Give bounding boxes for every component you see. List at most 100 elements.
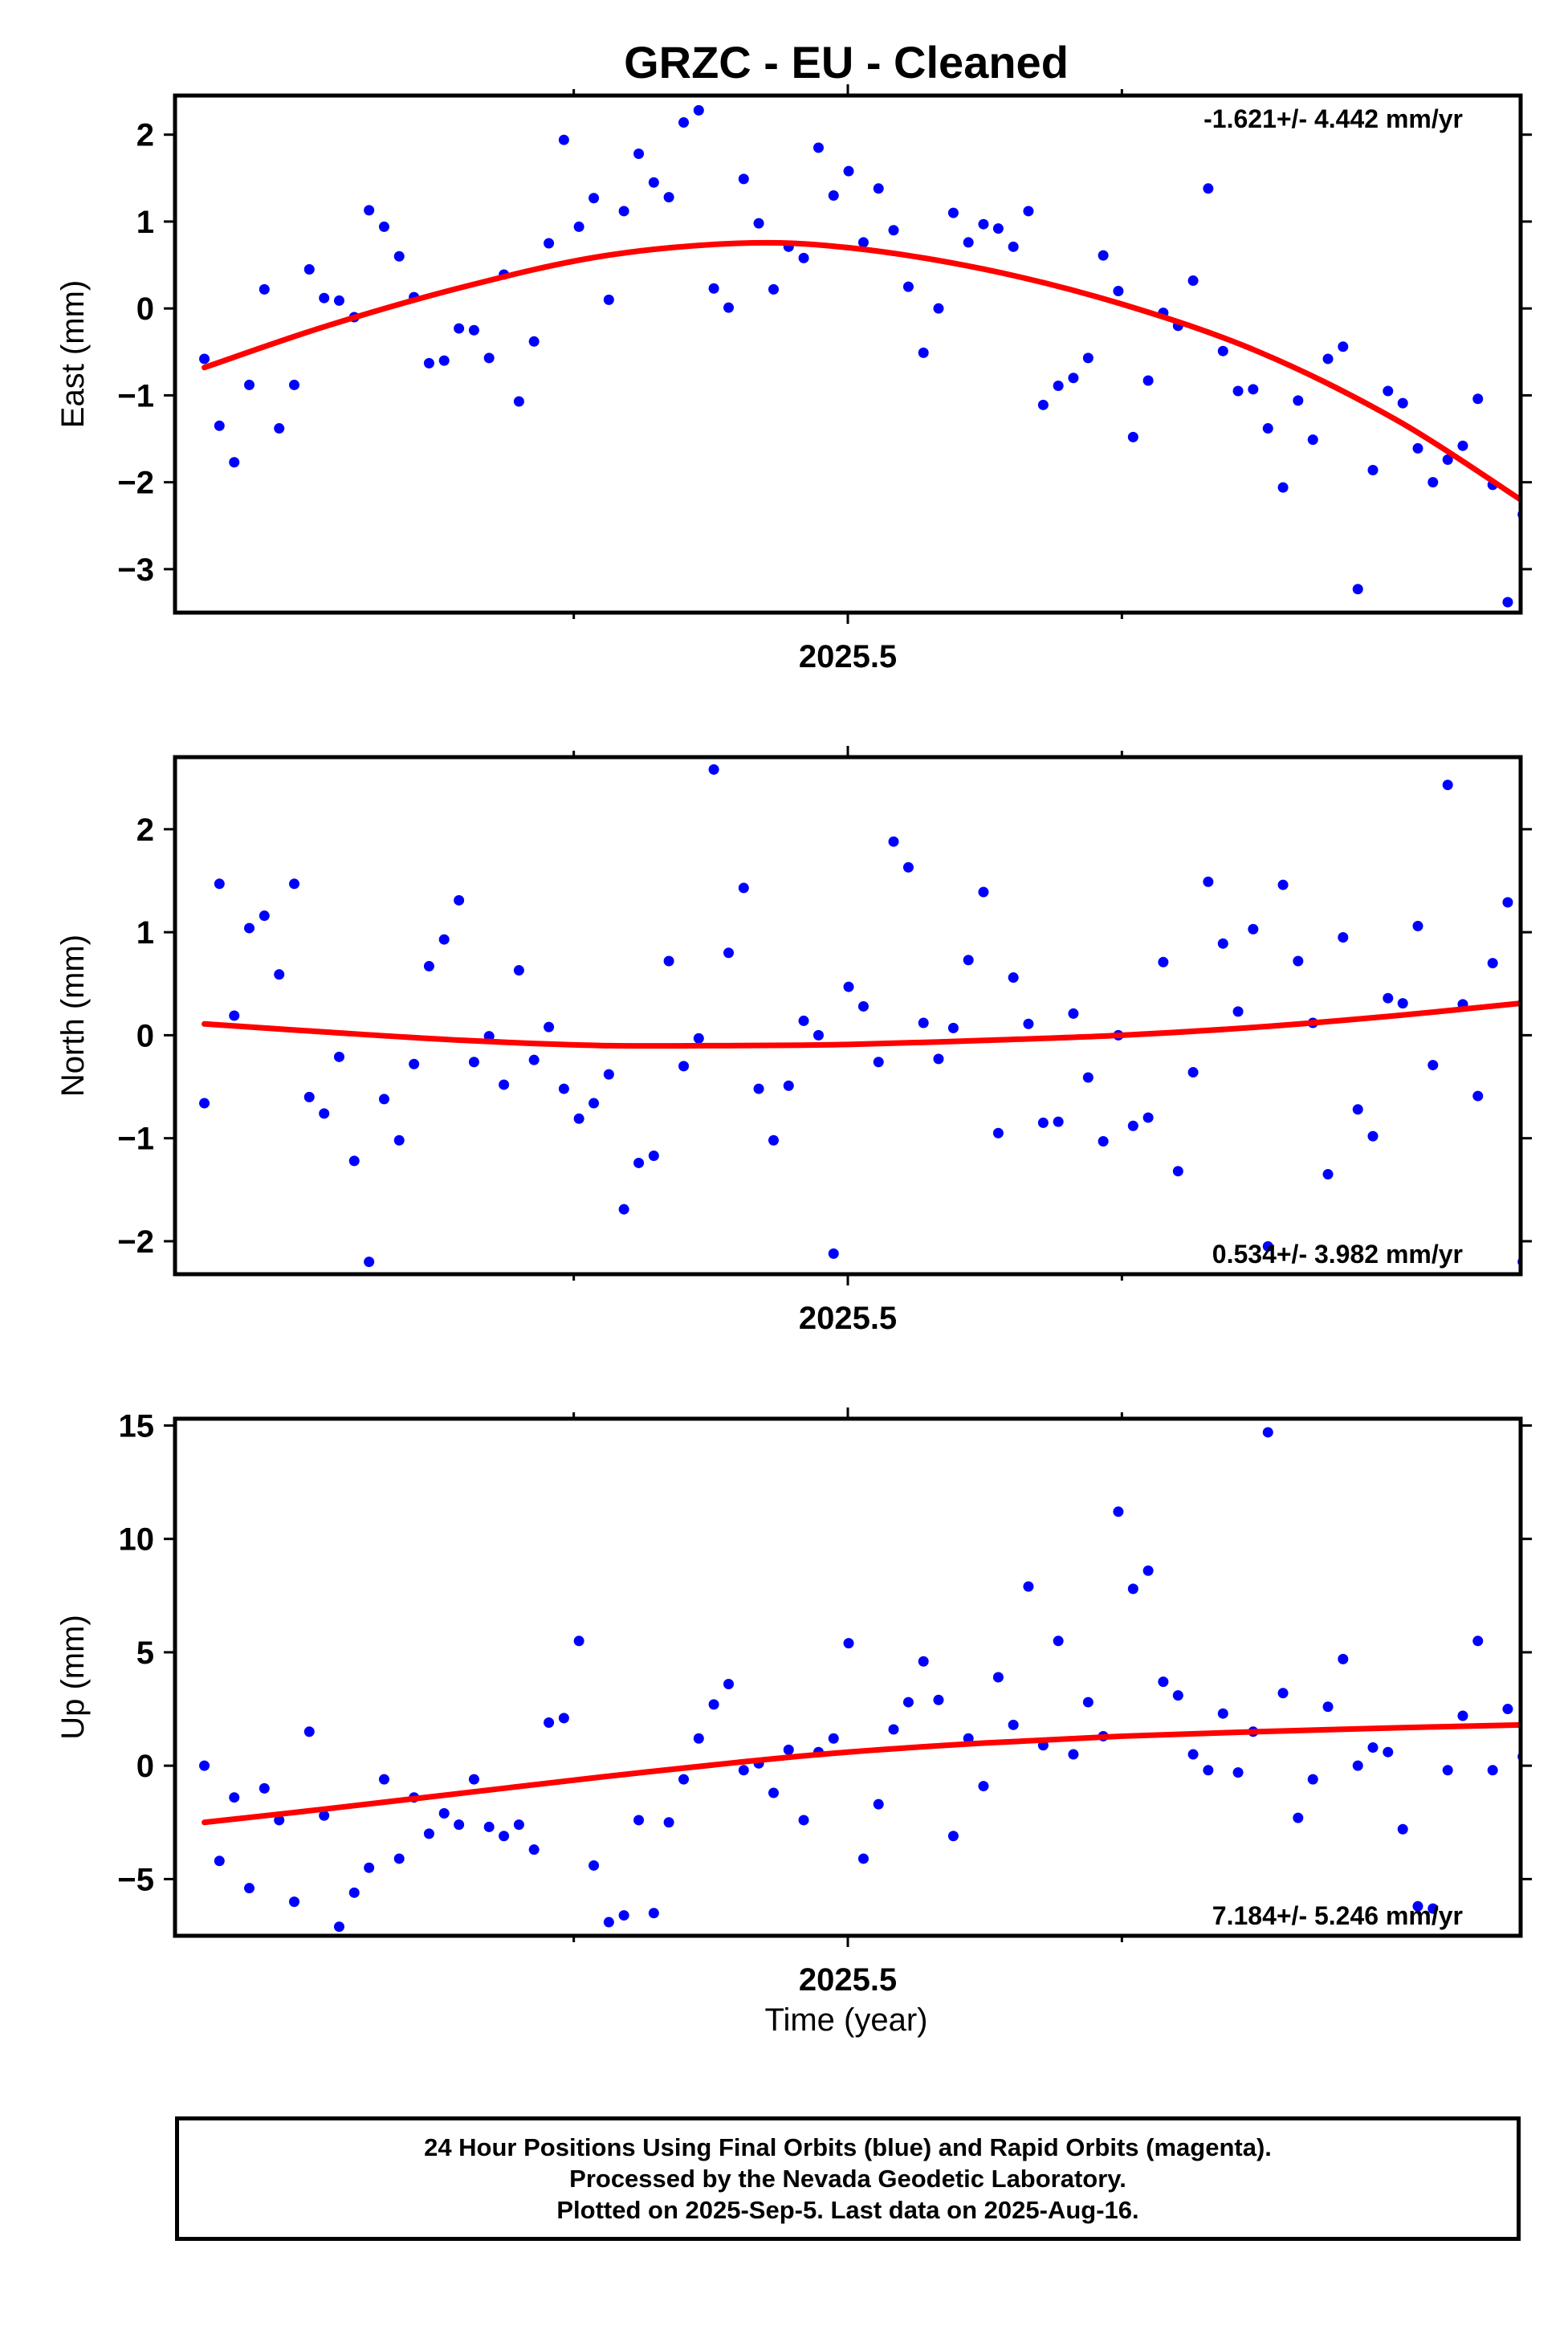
y-tick-label: 15 — [119, 1408, 155, 1444]
data-point — [364, 1862, 375, 1873]
data-point — [1203, 1765, 1214, 1776]
data-point — [1053, 381, 1064, 392]
data-point — [663, 1817, 674, 1828]
data-point — [589, 1860, 600, 1871]
data-point — [1307, 1774, 1318, 1785]
data-point — [1472, 1090, 1484, 1102]
data-point — [229, 457, 240, 468]
data-point — [603, 1917, 614, 1928]
data-point — [1502, 597, 1513, 608]
data-point — [423, 357, 434, 369]
data-point — [229, 1010, 240, 1021]
data-point — [1187, 1749, 1199, 1760]
data-point — [468, 1057, 479, 1068]
y-tick-label: −3 — [117, 552, 154, 588]
data-point — [393, 251, 405, 262]
data-point — [857, 237, 869, 248]
data-point — [1412, 920, 1423, 931]
data-point — [873, 183, 884, 194]
data-point — [244, 379, 255, 390]
data-point — [828, 1248, 839, 1259]
data-point — [423, 960, 434, 972]
x-tick-label: 2025.5 — [799, 1301, 897, 1336]
data-point — [992, 1672, 1004, 1683]
data-point — [947, 1831, 959, 1842]
data-point — [1172, 1166, 1183, 1177]
data-point — [738, 882, 749, 894]
data-point — [1502, 897, 1513, 908]
data-point — [1098, 1136, 1109, 1147]
data-point — [454, 1819, 465, 1831]
data-point — [199, 353, 210, 365]
data-point — [483, 1821, 495, 1832]
data-point — [288, 1896, 299, 1908]
data-point — [1068, 1749, 1079, 1760]
data-point — [678, 1774, 690, 1785]
chart-title: GRZC - EU - Cleaned — [624, 37, 1069, 88]
data-point — [558, 1713, 569, 1724]
data-point — [918, 1017, 929, 1029]
data-point — [1472, 393, 1484, 405]
footer-line-2: Processed by the Nevada Geodetic Laborat… — [569, 2165, 1126, 2193]
data-point — [1113, 286, 1124, 297]
data-point — [274, 423, 285, 434]
data-point — [1322, 353, 1334, 365]
data-point — [438, 1807, 450, 1819]
data-points — [199, 1427, 1521, 1933]
y-tick-label: 2 — [136, 118, 154, 153]
data-point — [633, 1815, 645, 1826]
panel-north: 2 1 0 −1 −2 2025.5 North (mm) 0.534+/- 3.982 mm… — [55, 746, 1532, 1336]
y-axis-label: Up (mm) — [55, 1615, 91, 1740]
data-point — [902, 1697, 914, 1708]
footer-box: 24 Hour Positions Using Final Orbits (bl… — [175, 2116, 1521, 2241]
data-point — [978, 218, 989, 230]
data-point — [1008, 1719, 1019, 1730]
y-tick-label: 5 — [136, 1635, 154, 1671]
data-point — [1322, 1169, 1334, 1180]
y-tick-label: 1 — [136, 205, 154, 240]
data-point — [873, 1057, 884, 1068]
data-point — [558, 1083, 569, 1094]
data-point — [348, 1155, 360, 1167]
data-point — [1457, 440, 1468, 451]
data-point — [978, 1781, 989, 1792]
data-point — [1127, 1120, 1138, 1131]
data-point — [1113, 1506, 1124, 1517]
data-point — [1427, 1903, 1439, 1914]
data-point — [1383, 1746, 1394, 1758]
data-point — [319, 1108, 330, 1119]
x-axis-title: Time (year) — [765, 2002, 928, 2038]
data-point — [1127, 431, 1138, 442]
panel-frame — [173, 93, 1523, 615]
data-point — [843, 981, 854, 992]
data-point — [1352, 1760, 1363, 1771]
data-point — [1217, 345, 1228, 356]
data-point — [378, 1094, 389, 1105]
data-point — [333, 1051, 344, 1062]
data-point — [1412, 442, 1423, 454]
data-point — [348, 1887, 360, 1898]
data-point — [813, 1029, 824, 1041]
data-point — [214, 420, 225, 431]
data-point — [244, 1883, 255, 1894]
data-point — [438, 934, 450, 945]
data-point — [1502, 1704, 1513, 1715]
data-point — [1487, 958, 1498, 969]
data-point — [589, 1098, 600, 1109]
data-point — [648, 177, 659, 188]
data-point — [1293, 395, 1304, 406]
data-point — [573, 1113, 584, 1124]
data-point — [454, 894, 465, 906]
data-point — [1293, 955, 1304, 967]
data-point — [1248, 384, 1259, 395]
data-point — [558, 134, 569, 145]
data-point — [1232, 1767, 1244, 1778]
data-point — [1367, 1742, 1379, 1754]
data-point — [1472, 1635, 1484, 1647]
data-point — [319, 292, 330, 303]
data-point — [1023, 1581, 1034, 1592]
data-point — [214, 878, 225, 890]
data-point — [423, 1828, 434, 1839]
